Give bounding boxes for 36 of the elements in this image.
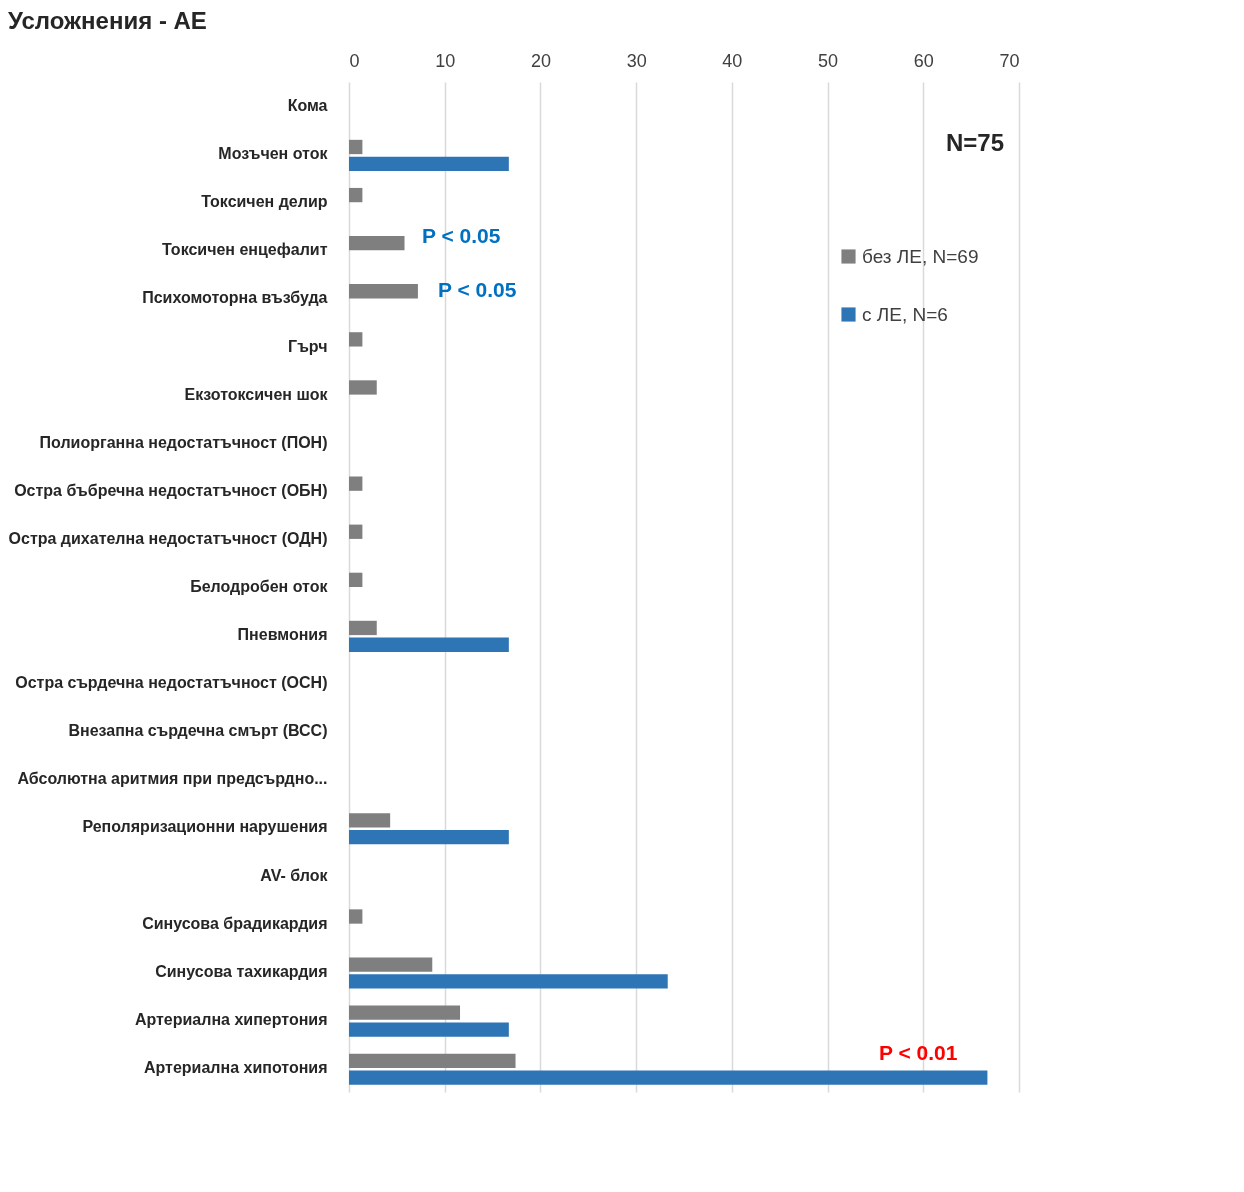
y-tick-label: Белодробен оток	[190, 578, 329, 595]
x-tick-label: 0	[349, 50, 360, 71]
y-tick-label: Токсичен енцефалит	[162, 241, 328, 259]
legend-label: с ЛЕ, N=6	[862, 303, 948, 325]
y-tick-label: Абсолютна аритмия при предсърдно...	[17, 770, 328, 788]
y-tick-label: Токсичен делир	[201, 193, 328, 211]
annotation: P < 0.05	[422, 224, 501, 247]
y-tick-label: Остра бъбречна недостатъчност (ОБН)	[14, 481, 328, 499]
y-tick-label: Пневмония	[237, 626, 328, 644]
annotation: P < 0.05	[438, 278, 517, 301]
y-tick-label: Реполяризационни нарушения	[82, 818, 328, 836]
y-tick-label: Синусова тахикардия	[155, 962, 328, 980]
y-tick-label: Мозъчен оток	[218, 145, 329, 163]
x-tick-label: 70	[999, 50, 1020, 71]
annotation: N=75	[945, 129, 1004, 156]
text: Усложнения - АЕ	[8, 7, 207, 34]
x-tick-label: 30	[626, 50, 647, 71]
y-tick-label: Полиорганна недостатъчност (ПОН)	[39, 433, 328, 451]
annotation: P < 0.01	[879, 1041, 958, 1064]
y-tick-label: Остра дихателна недостатъчност (ОДН)	[8, 529, 328, 547]
x-tick-label: 50	[818, 50, 839, 71]
legend-label: без ЛЕ, N=69	[862, 245, 979, 267]
y-tick-label: Артериална хипертония	[134, 1010, 328, 1028]
x-tick-label: 20	[530, 50, 551, 71]
y-tick-label: Кома	[287, 97, 328, 115]
x-tick-label: 10	[435, 50, 456, 71]
y-tick-label: Синусова брадикардия	[142, 914, 328, 932]
y-tick-label: Внезапна сърдечна смърт (ВСС)	[68, 722, 328, 740]
y-tick-label: Гърч	[288, 337, 328, 355]
y-tick-label: Артериална хипотония	[143, 1058, 328, 1076]
x-tick-label: 60	[913, 50, 934, 71]
y-tick-label: Екзотоксичен шок	[184, 385, 329, 403]
y-tick-label: Остра сърдечна недостатъчност (ОСН)	[15, 674, 328, 692]
y-tick-label: AV- блок	[260, 866, 329, 884]
x-tick-label: 40	[722, 50, 743, 71]
y-tick-label: Психомоторна възбуда	[142, 289, 328, 307]
